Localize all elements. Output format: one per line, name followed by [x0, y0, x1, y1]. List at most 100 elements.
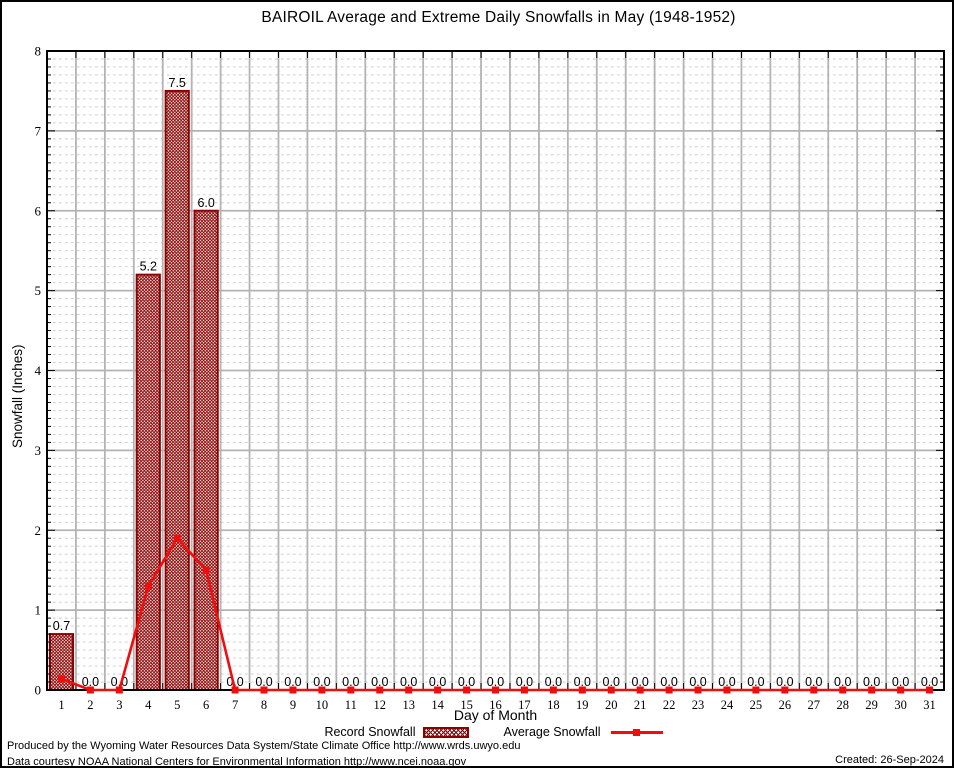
- x-tick-label: 2: [87, 698, 93, 712]
- average-markers: [57, 534, 934, 694]
- bar-value-label: 0.0: [429, 675, 446, 689]
- average-marker: [665, 686, 673, 694]
- y-tick-label: 5: [35, 283, 42, 298]
- average-marker: [723, 686, 731, 694]
- bar-value-label: 0.0: [921, 675, 938, 689]
- average-marker: [926, 686, 934, 694]
- average-marker: [636, 686, 644, 694]
- x-tick-label: 14: [431, 698, 444, 712]
- bar-value-label: 0.0: [545, 675, 562, 689]
- x-tick-label: 24: [721, 698, 734, 712]
- x-tick-label: 9: [290, 698, 296, 712]
- x-tick-label: 22: [663, 698, 676, 712]
- gridlines-major: [47, 51, 944, 690]
- bar-value-label: 0.0: [863, 675, 880, 689]
- bar-value-label: 0.0: [689, 675, 706, 689]
- footer-produced-line: Produced by the Wyoming Water Resources …: [7, 740, 521, 752]
- bar-value-label: 0.7: [53, 619, 70, 633]
- x-tick-label: 23: [692, 698, 705, 712]
- y-tick-labels: 0 1 2 3 4 5 6 7 8: [35, 44, 42, 698]
- x-tick-label: 25: [750, 698, 763, 712]
- legend: Record Snowfall Average Snowfall: [47, 724, 940, 740]
- bar-value-label: 6.0: [197, 196, 214, 210]
- bar-value-label: 0.0: [747, 675, 764, 689]
- bar-value-label: 0.0: [284, 675, 301, 689]
- x-tick-label: 6: [203, 698, 209, 712]
- average-marker-icon: [632, 728, 640, 736]
- y-tick-label: 7: [35, 123, 42, 138]
- average-marker: [607, 686, 615, 694]
- y-tick-label: 8: [35, 44, 42, 59]
- bar-value-label: 0.0: [834, 675, 851, 689]
- bar-value-label: 0.0: [718, 675, 735, 689]
- average-marker: [520, 686, 528, 694]
- x-tick-label: 8: [261, 698, 267, 712]
- record-bar: [135, 273, 161, 691]
- average-marker: [173, 534, 181, 542]
- bar-value-label: 0.0: [82, 675, 99, 689]
- x-tick-label: 7: [232, 698, 238, 712]
- bar-value-label: 0.0: [458, 675, 475, 689]
- bar-value-label: 0.0: [487, 675, 504, 689]
- bar-value-label: 0.0: [313, 675, 330, 689]
- average-marker: [578, 686, 586, 694]
- bar-value-label: 0.0: [400, 675, 417, 689]
- x-tick-label: 27: [808, 698, 821, 712]
- x-tick-label: 30: [894, 698, 907, 712]
- average-marker: [839, 686, 847, 694]
- x-tick-label: 5: [174, 698, 180, 712]
- average-marker: [57, 675, 65, 683]
- x-tick-label: 19: [576, 698, 589, 712]
- average-marker: [231, 686, 239, 694]
- bar-value-label: 0.0: [371, 675, 388, 689]
- average-marker: [347, 686, 355, 694]
- x-tick-label: 4: [145, 698, 152, 712]
- x-tick-label: 21: [634, 698, 647, 712]
- x-tick-label: 18: [547, 698, 560, 712]
- average-marker: [86, 686, 94, 694]
- x-tick-labels: 1 2 3 4 5 6 7 8 9 10 11 12 13 14 15 16 17 18 19 20 21 22 23 24 2…: [58, 698, 935, 712]
- x-axis-label: Day of Month: [453, 707, 538, 723]
- bar-value-label: 0.0: [805, 675, 822, 689]
- bar-value-label: 0.0: [603, 675, 620, 689]
- average-marker: [492, 686, 499, 694]
- footer-created-date: Created: 26-Sep-2024: [835, 754, 944, 766]
- average-marker: [115, 686, 123, 694]
- x-tick-label: 17: [518, 698, 531, 712]
- x-tick-label: 13: [402, 698, 415, 712]
- average-marker: [434, 686, 442, 694]
- record-swatch-icon: [423, 726, 470, 738]
- bar-value-label: 0.0: [226, 675, 243, 689]
- x-tick-label: 1: [58, 698, 64, 712]
- y-tick-label: 6: [35, 203, 42, 218]
- bar-value-label: 0.0: [516, 675, 533, 689]
- bar-value-label: 0.0: [892, 675, 909, 689]
- bar-value-label: 0.0: [342, 675, 359, 689]
- bar-value-label: 7.5: [169, 76, 186, 90]
- average-marker: [868, 686, 876, 694]
- legend-label-average: Average Snowfall: [503, 725, 601, 739]
- x-tick-label: 31: [923, 698, 936, 712]
- average-marker: [376, 686, 384, 694]
- average-marker: [318, 686, 326, 694]
- y-tick-label: 3: [35, 443, 42, 458]
- bar-value-label: 0.0: [776, 675, 793, 689]
- average-marker: [694, 686, 702, 694]
- average-marker: [144, 582, 152, 590]
- bar-value-label: 0.0: [660, 675, 677, 689]
- average-marker: [549, 686, 557, 694]
- average-marker: [289, 686, 297, 694]
- y-tick-label: 1: [35, 603, 42, 618]
- footer-credits: Produced by the Wyoming Water Resources …: [7, 739, 521, 768]
- average-line-icon: [610, 728, 663, 736]
- x-tick-label: 10: [316, 698, 329, 712]
- legend-label-record: Record Snowfall: [324, 725, 416, 739]
- bar-value-label: 0.0: [574, 675, 591, 689]
- footer-courtesy-line: Data courtesy NOAA National Centers for …: [7, 755, 467, 768]
- y-tick-label: 2: [35, 523, 42, 538]
- average-marker: [202, 566, 210, 574]
- x-tick-label: 12: [374, 698, 387, 712]
- x-tick-label: 3: [116, 698, 122, 712]
